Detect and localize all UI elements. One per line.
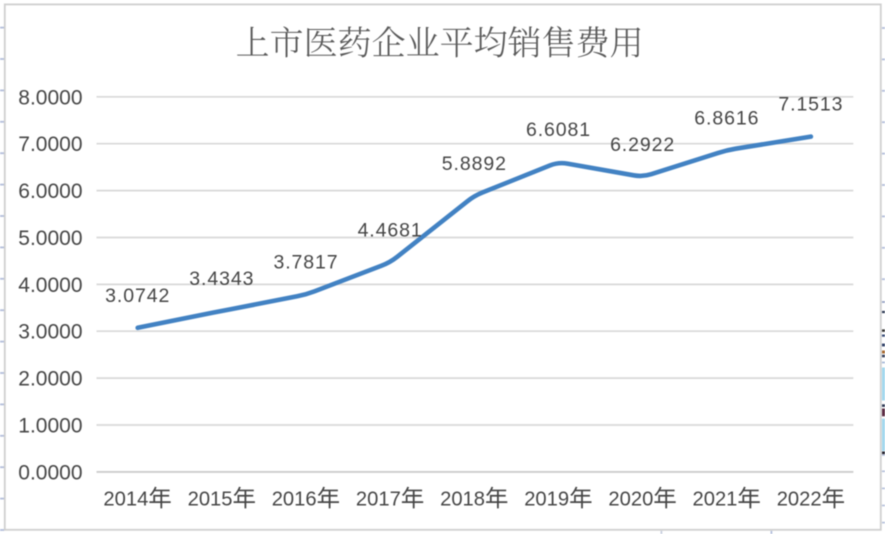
svg-text:6.0000: 6.0000 [18,180,82,203]
svg-text:2022: 2022 [777,488,822,510]
svg-text:3.4343: 3.4343 [189,268,254,290]
svg-text:1.0000: 1.0000 [18,415,82,438]
svg-text:3.7817: 3.7817 [273,252,338,274]
svg-text:4.0000: 4.0000 [18,274,82,297]
svg-text:2020: 2020 [608,488,653,510]
svg-text:6.2922: 6.2922 [610,134,675,156]
svg-text:2021: 2021 [693,488,738,510]
svg-text:6.6081: 6.6081 [526,119,591,141]
svg-text:2016: 2016 [272,488,317,510]
svg-text:7.1513: 7.1513 [778,94,843,116]
svg-text:4.4681: 4.4681 [358,220,423,242]
svg-text:2015: 2015 [188,488,233,510]
svg-text:3.0000: 3.0000 [18,321,82,344]
svg-text:2017: 2017 [356,488,401,510]
svg-text:2018: 2018 [440,488,485,510]
svg-text:2014: 2014 [103,488,148,510]
svg-text:2019: 2019 [524,488,569,510]
svg-text:8.0000: 8.0000 [18,86,82,109]
svg-text:0.0000: 0.0000 [18,461,82,484]
svg-text:2.0000: 2.0000 [18,368,82,391]
svg-text:3.0742: 3.0742 [105,285,170,307]
svg-text:5.8892: 5.8892 [442,153,507,175]
svg-text:6.8616: 6.8616 [694,107,759,129]
svg-text:5.0000: 5.0000 [18,227,82,250]
svg-text:7.0000: 7.0000 [18,133,82,156]
